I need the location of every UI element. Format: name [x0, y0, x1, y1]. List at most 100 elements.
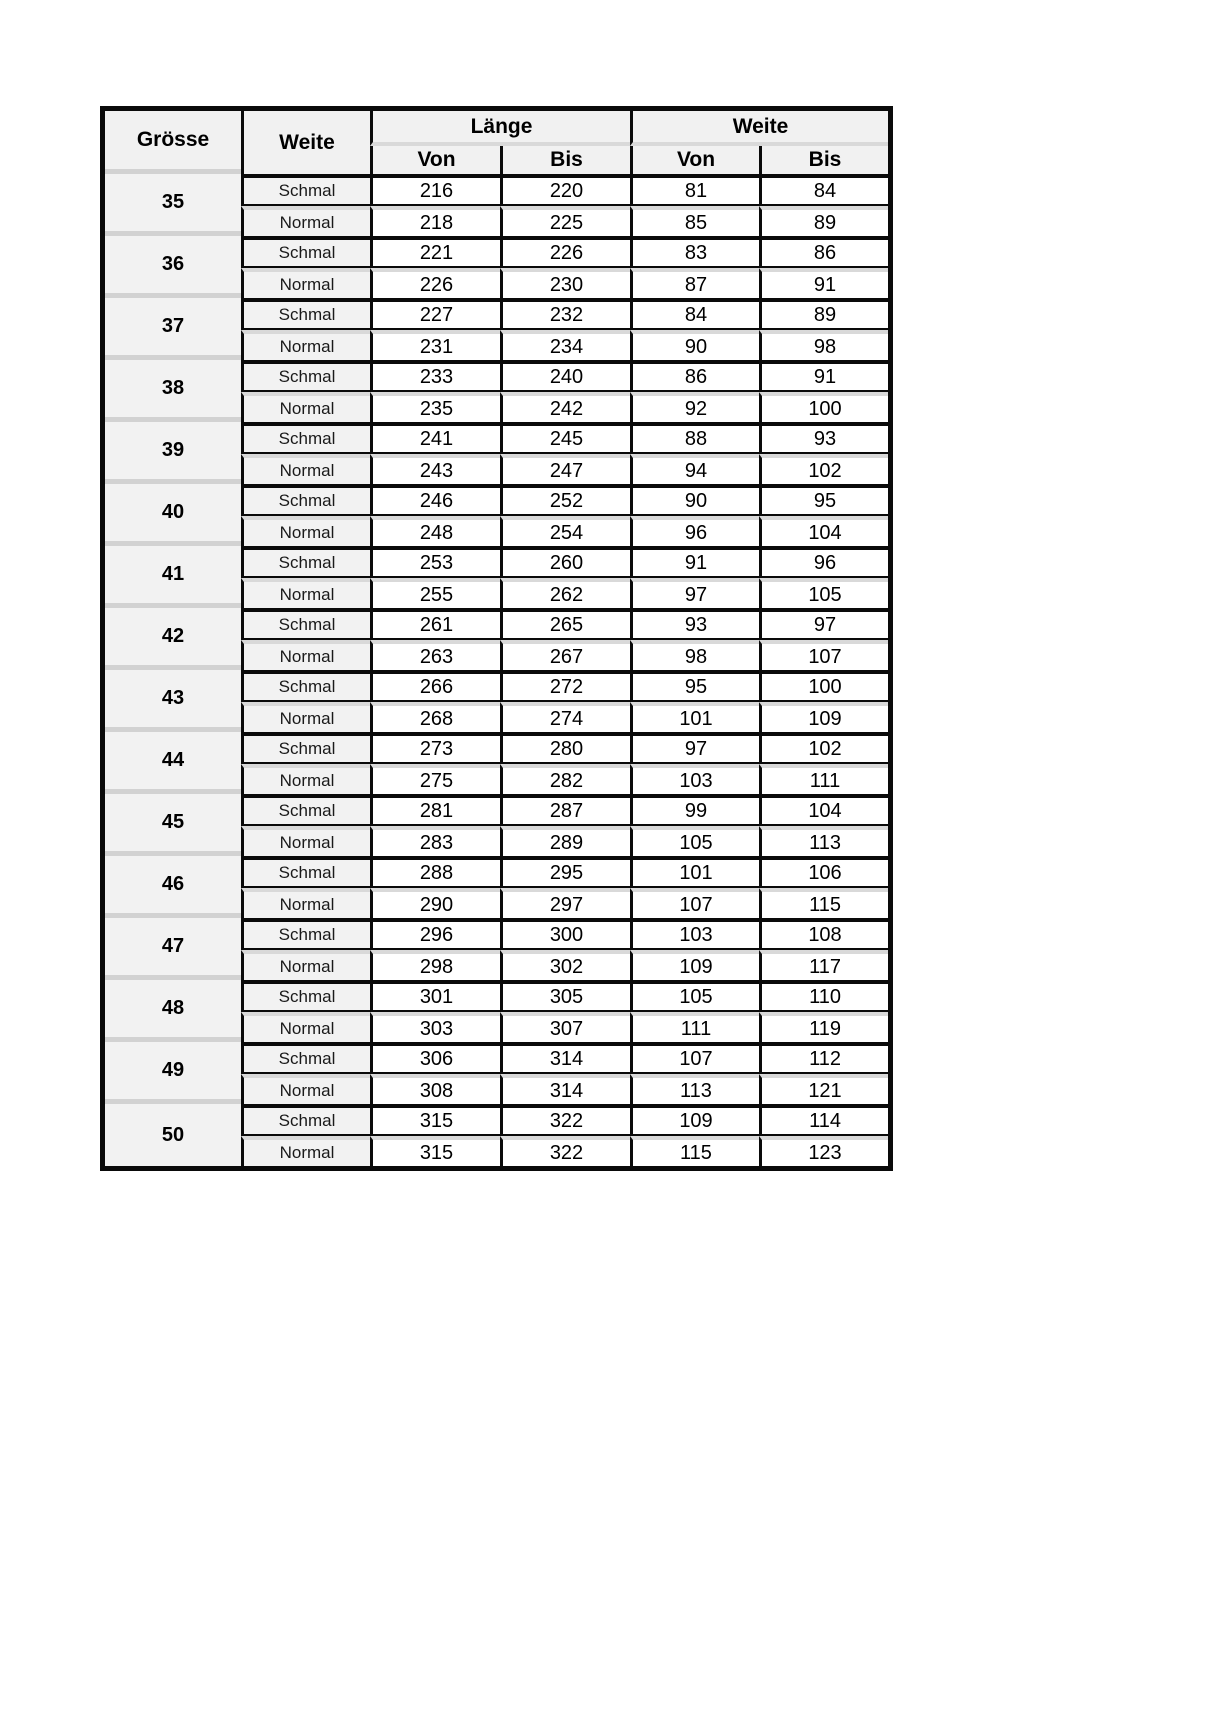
weite-von-cell: 105: [630, 826, 759, 856]
laenge-von-cell: 266: [370, 670, 500, 702]
size-cell: 48: [105, 980, 241, 1042]
size-row-42-schmal: 42 Schmal 261 265 93 97: [105, 608, 889, 670]
size-row-48-schmal: 48 Schmal 301 305 105 110: [105, 980, 889, 1042]
width-type-cell: Schmal: [241, 918, 370, 950]
width-type-cell: Schmal: [241, 174, 370, 206]
size-row-41-normal: Normal 255 262 97 105: [105, 578, 889, 608]
weite-von-cell: 93: [630, 608, 759, 640]
laenge-von-cell: 296: [370, 918, 500, 950]
size-row-49-schmal: 49 Schmal 306 314 107 112: [105, 1042, 889, 1104]
size-row-45-normal: Normal 283 289 105 113: [105, 826, 889, 856]
laenge-bis-cell: 297: [500, 888, 630, 918]
laenge-bis-cell: 245: [500, 422, 630, 454]
laenge-von-cell: 255: [370, 578, 500, 608]
size-row-44-normal: Normal 275 282 103 111: [105, 764, 889, 794]
width-type-cell: Normal: [241, 454, 370, 484]
laenge-bis-cell: 280: [500, 732, 630, 764]
width-type-cell: Schmal: [241, 546, 370, 578]
weite-von-cell: 109: [630, 1104, 759, 1136]
laenge-bis-cell: 322: [500, 1136, 630, 1166]
size-row-49-normal: Normal 308 314 113 121: [105, 1074, 889, 1104]
laenge-bis-cell: 226: [500, 236, 630, 268]
weite-von-cell: 86: [630, 360, 759, 392]
laenge-von-cell: 315: [370, 1136, 500, 1166]
weite-bis-cell: 110: [759, 980, 889, 1012]
width-type-cell: Schmal: [241, 484, 370, 516]
width-type-cell: Schmal: [241, 608, 370, 640]
size-row-43-schmal: 43 Schmal 266 272 95 100: [105, 670, 889, 732]
weite-bis-cell: 97: [759, 608, 889, 640]
weite-bis-cell: 119: [759, 1012, 889, 1042]
shoe-size-chart-table: Grösse Weite Länge Weite Von Bis Von Bis…: [100, 106, 894, 1171]
weite-von-cell: 97: [630, 732, 759, 764]
weite-von-cell: 84: [630, 298, 759, 330]
laenge-von-cell: 226: [370, 268, 500, 298]
weite-bis-cell: 104: [759, 794, 889, 826]
width-type-cell: Normal: [241, 888, 370, 918]
weite-bis-cell: 111: [759, 764, 889, 794]
laenge-von-cell: 306: [370, 1042, 500, 1074]
weite-bis-cell: 95: [759, 484, 889, 516]
width-type-cell: Normal: [241, 702, 370, 732]
laenge-von-cell: 218: [370, 206, 500, 236]
weite-von-cell: 105: [630, 980, 759, 1012]
weite-bis-cell: 100: [759, 392, 889, 422]
width-type-cell: Schmal: [241, 1104, 370, 1136]
column-header-weite: Weite: [241, 111, 370, 174]
size-row-41-schmal: 41 Schmal 253 260 91 96: [105, 546, 889, 608]
weite-bis-cell: 100: [759, 670, 889, 702]
laenge-bis-cell: 220: [500, 174, 630, 206]
size-row-35-schmal: 35 Schmal 216 220 81 84: [105, 174, 889, 236]
weite-von-cell: 111: [630, 1012, 759, 1042]
size-row-50-normal: Normal 315 322 115 123: [105, 1136, 889, 1166]
laenge-von-cell: 301: [370, 980, 500, 1012]
weite-von-cell: 81: [630, 174, 759, 206]
size-row-45-schmal: 45 Schmal 281 287 99 104: [105, 794, 889, 856]
size-cell: 42: [105, 608, 241, 670]
size-cell: 43: [105, 670, 241, 732]
size-cell: 40: [105, 484, 241, 546]
laenge-von-cell: 303: [370, 1012, 500, 1042]
weite-bis-cell: 105: [759, 578, 889, 608]
weite-bis-cell: 102: [759, 454, 889, 484]
laenge-bis-cell: 265: [500, 608, 630, 640]
laenge-von-cell: 227: [370, 298, 500, 330]
weite-bis-cell: 96: [759, 546, 889, 578]
column-header-groesse: Grösse: [105, 111, 241, 174]
width-type-cell: Normal: [241, 950, 370, 980]
laenge-bis-cell: 225: [500, 206, 630, 236]
laenge-von-cell: 263: [370, 640, 500, 670]
weite-von-cell: 103: [630, 918, 759, 950]
laenge-bis-cell: 302: [500, 950, 630, 980]
weite-von-cell: 99: [630, 794, 759, 826]
size-cell: 38: [105, 360, 241, 422]
laenge-bis-cell: 322: [500, 1104, 630, 1136]
weite-von-cell: 103: [630, 764, 759, 794]
laenge-von-cell: 298: [370, 950, 500, 980]
laenge-bis-cell: 300: [500, 918, 630, 950]
width-type-cell: Normal: [241, 764, 370, 794]
laenge-von-cell: 253: [370, 546, 500, 578]
size-cell: 50: [105, 1104, 241, 1166]
laenge-bis-cell: 247: [500, 454, 630, 484]
size-row-39-schmal: 39 Schmal 241 245 88 93: [105, 422, 889, 484]
laenge-bis-cell: 305: [500, 980, 630, 1012]
weite-von-cell: 101: [630, 856, 759, 888]
width-type-cell: Schmal: [241, 732, 370, 764]
size-row-47-schmal: 47 Schmal 296 300 103 108: [105, 918, 889, 980]
size-cell: 44: [105, 732, 241, 794]
size-row-36-schmal: 36 Schmal 221 226 83 86: [105, 236, 889, 298]
weite-bis-cell: 112: [759, 1042, 889, 1074]
size-row-48-normal: Normal 303 307 111 119: [105, 1012, 889, 1042]
weite-von-cell: 91: [630, 546, 759, 578]
width-type-cell: Normal: [241, 268, 370, 298]
weite-bis-cell: 121: [759, 1074, 889, 1104]
width-type-cell: Schmal: [241, 1042, 370, 1074]
weite-von-cell: 113: [630, 1074, 759, 1104]
width-type-cell: Normal: [241, 330, 370, 360]
size-row-39-normal: Normal 243 247 94 102: [105, 454, 889, 484]
width-type-cell: Normal: [241, 206, 370, 236]
weite-von-cell: 94: [630, 454, 759, 484]
weite-bis-cell: 109: [759, 702, 889, 732]
laenge-von-cell: 221: [370, 236, 500, 268]
